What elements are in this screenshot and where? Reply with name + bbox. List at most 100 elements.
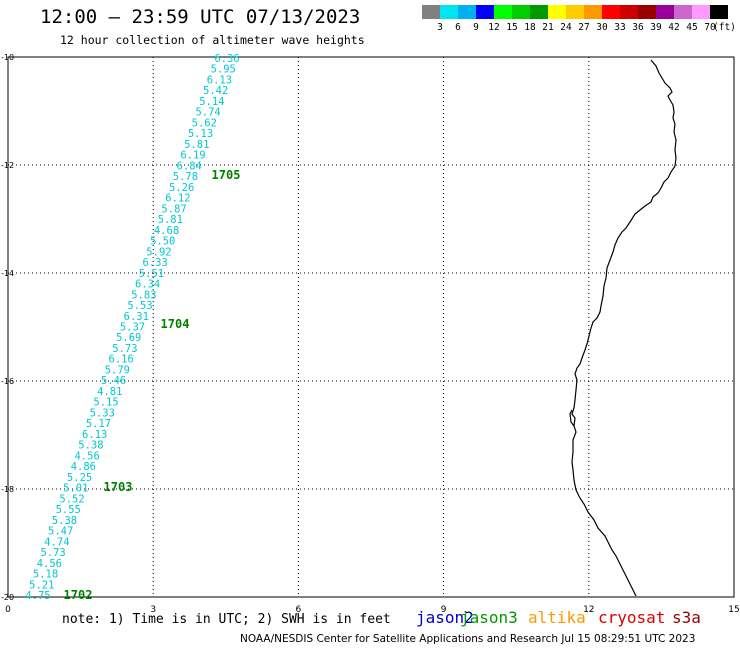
- swh-value: 5.95: [211, 64, 236, 76]
- legend-swatch: [584, 5, 602, 19]
- swh-value: 5.55: [56, 504, 81, 516]
- legend-swatch: [656, 5, 674, 19]
- swh-value: 5.73: [40, 547, 65, 559]
- time-label: 1704: [161, 317, 190, 331]
- swh-value: 5.81: [184, 139, 209, 151]
- legend-label: 3: [437, 22, 443, 33]
- swh-value: 5.73: [112, 343, 137, 355]
- legend-swatch: [494, 5, 512, 19]
- swh-value: 5.87: [161, 203, 186, 215]
- legend-label: 27: [578, 22, 590, 33]
- legend-label: 21: [542, 22, 554, 33]
- legend-swatch: [602, 5, 620, 19]
- legend-label: 30: [596, 22, 608, 33]
- swh-value: 5.62: [192, 117, 217, 129]
- swh-value: 5.13: [188, 128, 213, 140]
- legend-swatch: [620, 5, 638, 19]
- swh-value: 4.56: [74, 450, 99, 462]
- x-tick-label: 0: [5, 605, 11, 615]
- swh-value: 5.33: [90, 407, 115, 419]
- swh-value: 5.92: [146, 246, 171, 258]
- swh-value: 5.14: [199, 96, 224, 108]
- swh-value: 5.37: [120, 322, 145, 334]
- swh-value: 5.38: [52, 515, 77, 527]
- swh-value: 6.84: [177, 160, 202, 172]
- legend-swatch: [458, 5, 476, 19]
- swh-value: 4.81: [97, 386, 122, 398]
- legend-swatch: [566, 5, 584, 19]
- coastline: [571, 59, 677, 597]
- swh-value: 5.47: [48, 526, 73, 538]
- swh-value: 6.13: [82, 429, 107, 441]
- y-tick-label: -18: [1, 485, 14, 494]
- altimeter-track: 6.365.956.135.425.145.745.625.135.816.19…: [25, 53, 239, 602]
- x-tick-label: 9: [441, 605, 447, 615]
- swh-value: 5.18: [33, 569, 58, 581]
- swh-value: 5.53: [127, 300, 152, 312]
- legend-unit: (ft): [713, 22, 736, 33]
- time-label: 1705: [212, 168, 241, 182]
- page-subtitle: 12 hour collection of altimeter wave hei…: [60, 33, 365, 47]
- x-tick-label: 6: [296, 605, 302, 615]
- satellite-s3a-label: s3a: [672, 608, 701, 627]
- swh-value: 5.74: [195, 107, 220, 119]
- satellite-jason2-label: jason2: [416, 608, 474, 627]
- swh-value: 5.69: [116, 332, 141, 344]
- swh-value: 6.13: [207, 74, 232, 86]
- x-tick-label: 12: [583, 605, 594, 615]
- map-grid: [8, 57, 734, 597]
- swh-value: 6.12: [165, 193, 190, 205]
- swh-value: 5.15: [93, 397, 118, 409]
- y-tick-label: -10: [1, 53, 14, 62]
- legend-label: 36: [632, 22, 644, 33]
- footer-note: note: 1) Time is in UTC; 2) SWH is in fe…: [62, 612, 391, 627]
- swh-value: 5.26: [169, 182, 194, 194]
- swh-value: 5.52: [59, 493, 84, 505]
- legend-swatch: [674, 5, 692, 19]
- swh-value: 6.33: [143, 257, 168, 269]
- legend-label: 70: [704, 22, 716, 33]
- swh-value: 5.46: [101, 375, 126, 387]
- legend-label: 12: [488, 22, 500, 33]
- time-label: 1702: [64, 588, 93, 602]
- legend-swatch: [530, 5, 548, 19]
- y-tick-label: -14: [1, 269, 14, 278]
- swh-value: 4.68: [154, 225, 179, 237]
- time-labels: 1705 1704 1703 1702: [64, 168, 241, 602]
- y-tick-label: -20: [1, 593, 14, 602]
- map-frame: [7, 56, 735, 598]
- coastline-inlet: [569, 409, 575, 427]
- legend-swatch: [422, 5, 440, 19]
- legend-label: 6: [455, 22, 461, 33]
- credit-line: NOAA/NESDIS Center for Satellite Applica…: [240, 633, 696, 645]
- swh-value: 6.16: [109, 354, 134, 366]
- swh-value: 5.01: [63, 483, 88, 495]
- swh-value: 5.42: [203, 85, 228, 97]
- swh-value: 4.86: [71, 461, 96, 473]
- legend-label: 39: [650, 22, 662, 33]
- legend-label: 24: [560, 22, 572, 33]
- legend-label: 42: [668, 22, 680, 33]
- legend-swatch: [638, 5, 656, 19]
- swh-value: 5.83: [131, 289, 156, 301]
- page-title: 12:00 – 23:59 UTC 07/13/2023: [40, 6, 361, 28]
- satellite-cryosat-label: cryosat: [598, 608, 666, 627]
- swh-value: 5.25: [67, 472, 92, 484]
- legend-label: 18: [524, 22, 536, 33]
- legend-label: 33: [614, 22, 626, 33]
- swh-value: 5.81: [158, 214, 183, 226]
- time-label: 1703: [104, 480, 133, 494]
- swh-value: 4.75: [25, 590, 50, 602]
- legend-swatch: [476, 5, 494, 19]
- axis-ticks: 0 3 6 9 12 15 -10 -12 -14 -16 -18 -20: [1, 53, 740, 615]
- swh-value: 5.50: [150, 236, 175, 248]
- legend-swatch: [692, 5, 710, 19]
- y-tick-label: -16: [1, 377, 14, 386]
- swh-value: 5.38: [78, 440, 103, 452]
- swh-value: 6.34: [135, 279, 160, 291]
- legend-swatch: [512, 5, 530, 19]
- satellite-altika-label: altika: [528, 608, 586, 627]
- x-tick-label: 15: [728, 605, 739, 615]
